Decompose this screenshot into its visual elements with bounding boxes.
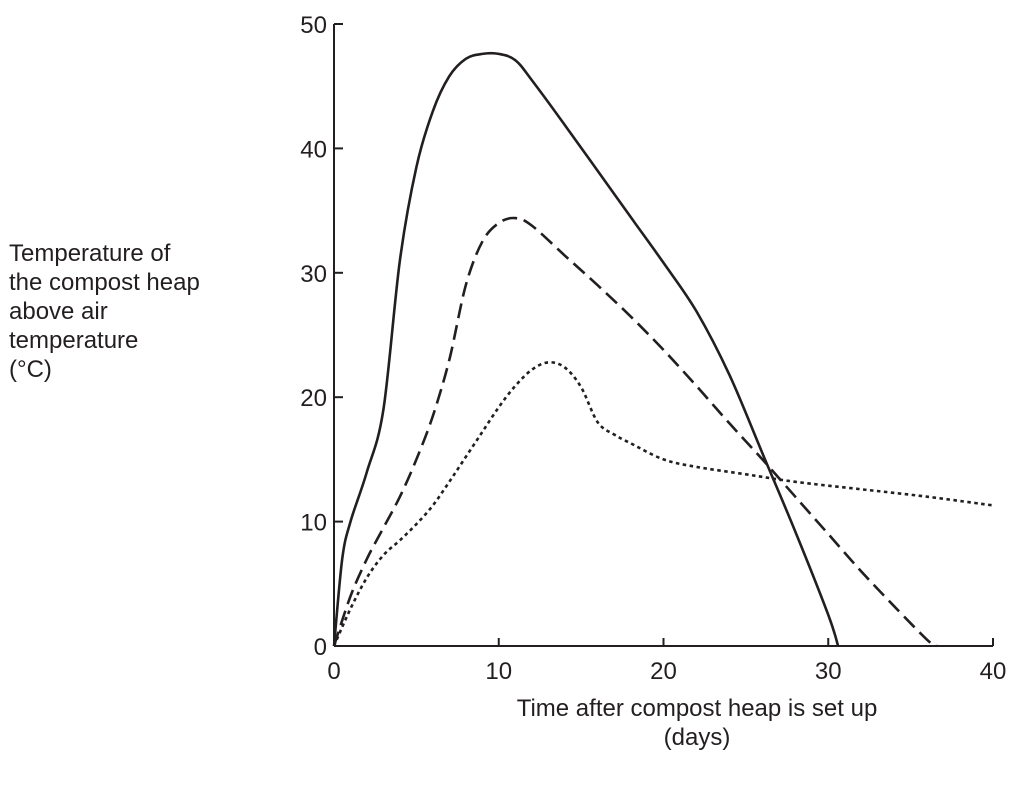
x-tick-label: 40: [980, 658, 1007, 685]
y-tick-label: 10: [300, 510, 327, 537]
y-tick-label: 50: [300, 12, 327, 39]
x-axis-label: Time after compost heap is set up (days): [432, 694, 962, 752]
x-tick-label: 10: [485, 658, 512, 685]
x-axis-label-line: Time after compost heap is set up: [516, 695, 878, 722]
series-layer: [332, 51, 994, 648]
y-tick-label: 0: [314, 634, 327, 661]
x-tick-label: 30: [815, 658, 842, 685]
series-line-dotted: [332, 361, 994, 647]
y-axis-label-line: the compost heap: [9, 269, 200, 296]
y-axis-label-line: above air: [9, 298, 108, 325]
y-axis-label-line: Temperature of: [9, 240, 171, 267]
y-axis-label-line: temperature: [9, 327, 139, 354]
series-line-solid: [332, 51, 840, 647]
x-tick-label: 0: [327, 658, 340, 685]
x-axis-label-line: (days): [663, 724, 731, 751]
x-tick-label: 20: [650, 658, 677, 685]
axes: 0 10 20 30 40 0 10 20 30 40 50: [300, 12, 1006, 685]
y-tick-label: 20: [300, 385, 327, 412]
series-line-dashed: [332, 216, 938, 648]
y-tick-label: 30: [300, 261, 327, 288]
y-tick-label: 40: [300, 136, 327, 163]
y-axis-label: Temperature of the compost heap above ai…: [9, 239, 200, 384]
y-axis-label-line: (°C): [9, 356, 52, 383]
